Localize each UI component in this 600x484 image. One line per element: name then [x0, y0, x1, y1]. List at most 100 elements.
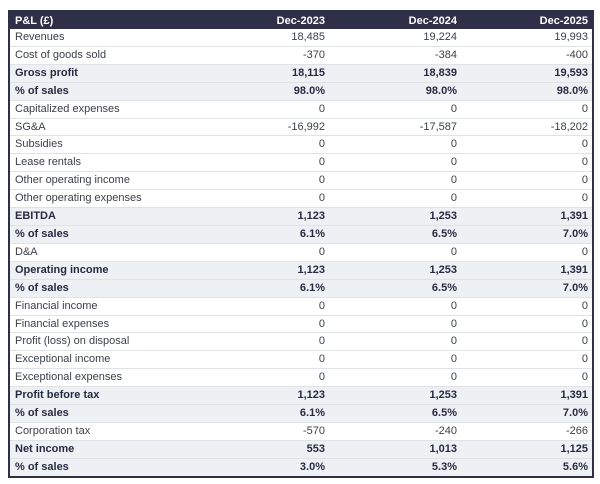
table-row: D&A 0 0 0 [9, 243, 593, 262]
value-cell: 98.0% [197, 82, 329, 101]
table-header-dec-2023: Dec-2023 [197, 11, 329, 29]
table-row: Exceptional income 0 0 0 [9, 350, 593, 370]
value-cell: 0 [197, 368, 329, 388]
table-header-row: P&L (£) Dec-2023 Dec-2024 Dec-2025 [9, 11, 593, 29]
table-row: % of sales 6.1% 6.5% 7.0% [9, 225, 593, 244]
value-cell: 0 [461, 171, 593, 191]
value-cell: 19,224 [329, 29, 461, 47]
value-cell: 0 [197, 332, 329, 352]
row-label-cell: D&A [9, 243, 197, 262]
row-label-cell: Other operating income [9, 171, 197, 191]
value-cell: 1,391 [461, 207, 593, 226]
table-row: % of sales 98.0% 98.0% 98.0% [9, 82, 593, 101]
value-cell: -266 [461, 422, 593, 441]
row-label-cell: Exceptional expenses [9, 368, 197, 388]
table-row: Corporation tax -570 -240 -266 [9, 422, 593, 441]
value-cell: 19,993 [461, 29, 593, 47]
pl-table-body: Revenues 18,485 19,224 19,993 Cost of go… [9, 29, 593, 477]
table-row: Subsidies 0 0 0 [9, 135, 593, 155]
value-cell: 0 [461, 189, 593, 209]
table-row: Profit (loss) on disposal 0 0 0 [9, 332, 593, 352]
value-cell: 5.6% [461, 458, 593, 477]
row-label-cell: Lease rentals [9, 153, 197, 173]
value-cell: 0 [329, 153, 461, 173]
row-label-cell: Exceptional income [9, 350, 197, 370]
row-label-cell: EBITDA [9, 207, 197, 226]
value-cell: -384 [329, 46, 461, 65]
value-cell: 0 [197, 100, 329, 119]
row-label-cell: % of sales [9, 404, 197, 423]
row-label-cell: Capitalized expenses [9, 100, 197, 119]
value-cell: 0 [461, 332, 593, 352]
row-label-cell: % of sales [9, 458, 197, 477]
row-label-cell: Operating income [9, 261, 197, 280]
table-row: Other operating expenses 0 0 0 [9, 189, 593, 209]
row-label-cell: Corporation tax [9, 422, 197, 441]
value-cell: -18,202 [461, 118, 593, 137]
value-cell: 0 [461, 243, 593, 262]
row-label-cell: Subsidies [9, 135, 197, 155]
row-label-cell: % of sales [9, 225, 197, 244]
table-row: Financial expenses 0 0 0 [9, 315, 593, 334]
row-label-cell: Financial expenses [9, 315, 197, 334]
value-cell: -400 [461, 46, 593, 65]
value-cell: 0 [197, 243, 329, 262]
table-row: Capitalized expenses 0 0 0 [9, 100, 593, 119]
value-cell: 6.5% [329, 225, 461, 244]
value-cell: 3.0% [197, 458, 329, 477]
value-cell: 0 [461, 297, 593, 316]
value-cell: 1,125 [461, 440, 593, 459]
table-row: % of sales 3.0% 5.3% 5.6% [9, 458, 593, 477]
value-cell: 7.0% [461, 404, 593, 423]
table-row: EBITDA 1,123 1,253 1,391 [9, 207, 593, 226]
value-cell: -570 [197, 422, 329, 441]
value-cell: 0 [329, 189, 461, 209]
value-cell: 18,485 [197, 29, 329, 47]
value-cell: 0 [329, 350, 461, 370]
value-cell: 1,253 [329, 207, 461, 226]
value-cell: 6.1% [197, 279, 329, 298]
table-row: SG&A -16,992 -17,587 -18,202 [9, 118, 593, 137]
value-cell: -370 [197, 46, 329, 65]
row-label-cell: Cost of goods sold [9, 46, 197, 65]
table-header-dec-2024: Dec-2024 [329, 11, 461, 29]
value-cell: 0 [461, 153, 593, 173]
value-cell: -16,992 [197, 118, 329, 137]
table-row: Exceptional expenses 0 0 0 [9, 368, 593, 388]
table-row: Financial income 0 0 0 [9, 297, 593, 316]
value-cell: 5.3% [329, 458, 461, 477]
value-cell: 18,115 [197, 64, 329, 83]
value-cell: -17,587 [329, 118, 461, 137]
row-label-cell: Revenues [9, 29, 197, 47]
table-row: Profit before tax 1,123 1,253 1,391 [9, 386, 593, 406]
row-label-cell: Profit before tax [9, 386, 197, 406]
table-header-dec-2025: Dec-2025 [461, 11, 593, 29]
pl-table: P&L (£) Dec-2023 Dec-2024 Dec-2025 Reven… [8, 10, 594, 478]
value-cell: 1,391 [461, 261, 593, 280]
row-label-cell: Financial income [9, 297, 197, 316]
value-cell: 7.0% [461, 225, 593, 244]
table-row: Lease rentals 0 0 0 [9, 153, 593, 173]
value-cell: 0 [329, 243, 461, 262]
table-row: % of sales 6.1% 6.5% 7.0% [9, 279, 593, 298]
value-cell: 18,839 [329, 64, 461, 83]
value-cell: 0 [197, 189, 329, 209]
value-cell: 0 [197, 135, 329, 155]
table-row: Gross profit 18,115 18,839 19,593 [9, 64, 593, 83]
value-cell: 0 [329, 171, 461, 191]
value-cell: 6.5% [329, 404, 461, 423]
row-label-cell: SG&A [9, 118, 197, 137]
row-label-cell: Net income [9, 440, 197, 459]
value-cell: 0 [329, 135, 461, 155]
value-cell: 0 [461, 100, 593, 119]
value-cell: 0 [197, 297, 329, 316]
value-cell: 0 [329, 368, 461, 388]
value-cell: 98.0% [461, 82, 593, 101]
value-cell: 7.0% [461, 279, 593, 298]
value-cell: 0 [197, 315, 329, 334]
value-cell: 0 [461, 368, 593, 388]
value-cell: 553 [197, 440, 329, 459]
value-cell: 0 [197, 153, 329, 173]
value-cell: 0 [197, 171, 329, 191]
